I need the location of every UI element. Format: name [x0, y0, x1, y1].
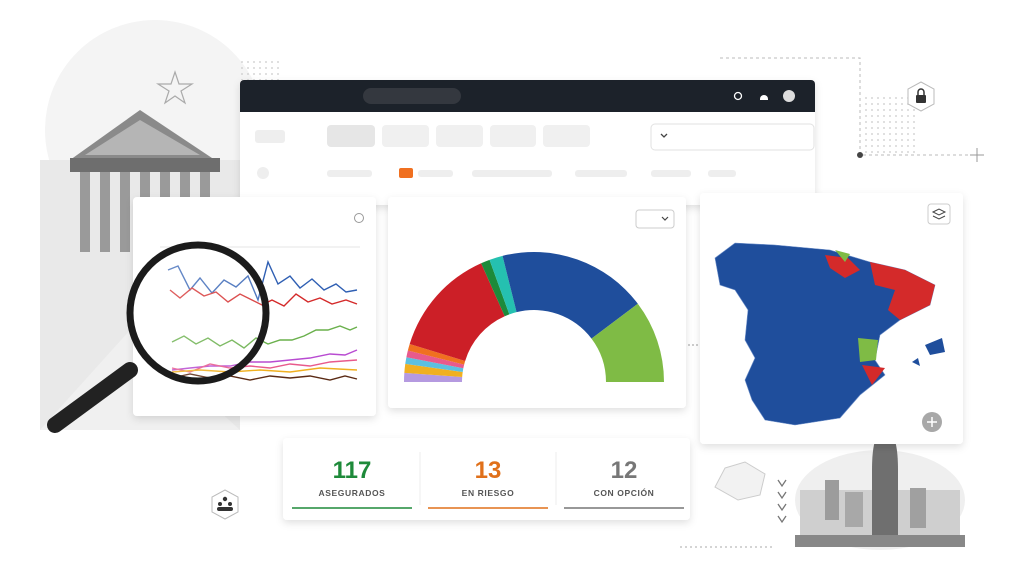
stat-label: ASEGURADOS: [319, 488, 386, 498]
map-region: [858, 338, 878, 362]
hemicycle-segment: [502, 252, 638, 339]
dot-pattern: [240, 60, 280, 80]
person: [217, 507, 233, 511]
map-region: [870, 262, 935, 320]
tab[interactable]: [490, 125, 536, 147]
map-region: [825, 255, 860, 278]
map-region: [714, 242, 936, 426]
tab[interactable]: [327, 125, 375, 147]
card-option[interactable]: [354, 213, 364, 223]
building-entablature: [70, 158, 220, 172]
placeholder: [575, 170, 627, 177]
placeholder: [472, 170, 552, 177]
building-column: [100, 172, 110, 252]
building-pediment: [85, 120, 200, 155]
skyline-illustration: [795, 430, 965, 550]
connector-line: [720, 57, 975, 156]
plus-mark: [970, 148, 984, 162]
tab[interactable]: [382, 125, 429, 147]
dot-pattern: [865, 95, 915, 155]
people-badge: [211, 489, 239, 520]
layers-icon: [931, 208, 947, 220]
bell-icon[interactable]: [760, 95, 768, 100]
card-bg: [283, 438, 690, 520]
map-island: [912, 358, 920, 366]
person: [218, 502, 222, 506]
stat-label: EN RIESGO: [462, 488, 515, 498]
chevrons: [777, 479, 787, 524]
browser-header: [240, 80, 815, 112]
stats-card: [283, 438, 690, 520]
dropdown-caret: [660, 133, 668, 138]
layers-button[interactable]: [927, 203, 951, 225]
building-column: [80, 172, 90, 252]
placeholder: [327, 170, 372, 177]
map-region: [835, 250, 850, 262]
connector-dot: [857, 152, 863, 158]
placeholder: [651, 170, 691, 177]
person: [228, 502, 232, 506]
stat-value: 12: [611, 457, 638, 484]
card-dropdown[interactable]: [635, 209, 675, 229]
stat-value: 117: [333, 457, 372, 484]
hemicycle-segment: [406, 350, 465, 369]
stat-value: 13: [475, 457, 502, 484]
hemicycle-segment: [591, 303, 664, 382]
zoom-icon: [927, 417, 937, 427]
skyline-building: [910, 488, 926, 528]
lock-icon: [916, 95, 926, 103]
avatar[interactable]: [783, 90, 795, 102]
hemicycle-segment: [409, 263, 505, 361]
magnifier-lens: [126, 241, 270, 385]
hemicycle-segment: [481, 259, 510, 317]
hexagon: [714, 461, 766, 501]
tab[interactable]: [543, 125, 590, 147]
tab[interactable]: [436, 125, 483, 147]
placeholder: [257, 167, 269, 179]
skyline-building: [845, 492, 863, 527]
placeholder: [708, 170, 736, 177]
hemicycle-chart: [404, 252, 664, 382]
star-icon: [155, 70, 195, 105]
placeholder: [418, 170, 453, 177]
placeholder: [255, 130, 285, 143]
lock-icon: [917, 88, 925, 95]
stats-group: 117 ASEGURADOS 13 EN RIESGO 12 CON OPCIÓN: [292, 457, 684, 509]
people-icon: [217, 496, 233, 511]
map-region: [862, 365, 885, 385]
skyline-ground: [795, 535, 965, 547]
active-filter[interactable]: [399, 168, 413, 178]
dropdown-caret: [661, 216, 669, 221]
spain-map: [714, 242, 945, 426]
hemicycle-segment: [404, 372, 463, 382]
dropdown[interactable]: [650, 123, 815, 151]
skyline-tower: [872, 430, 898, 545]
hemicycle-segment: [407, 343, 466, 365]
search-icon[interactable]: [733, 91, 743, 101]
magnifier: [47, 241, 270, 433]
stat-label: CON OPCIÓN: [594, 487, 655, 498]
magnifier-handle: [47, 362, 138, 433]
hemicycle-segment: [489, 255, 517, 315]
person: [222, 496, 228, 502]
map-island: [925, 338, 945, 355]
hemicycle-segment: [404, 363, 463, 377]
search-bar[interactable]: [363, 88, 461, 104]
building-column: [120, 172, 130, 252]
hemicycle-segment: [405, 357, 464, 372]
skyline-building: [825, 480, 839, 520]
